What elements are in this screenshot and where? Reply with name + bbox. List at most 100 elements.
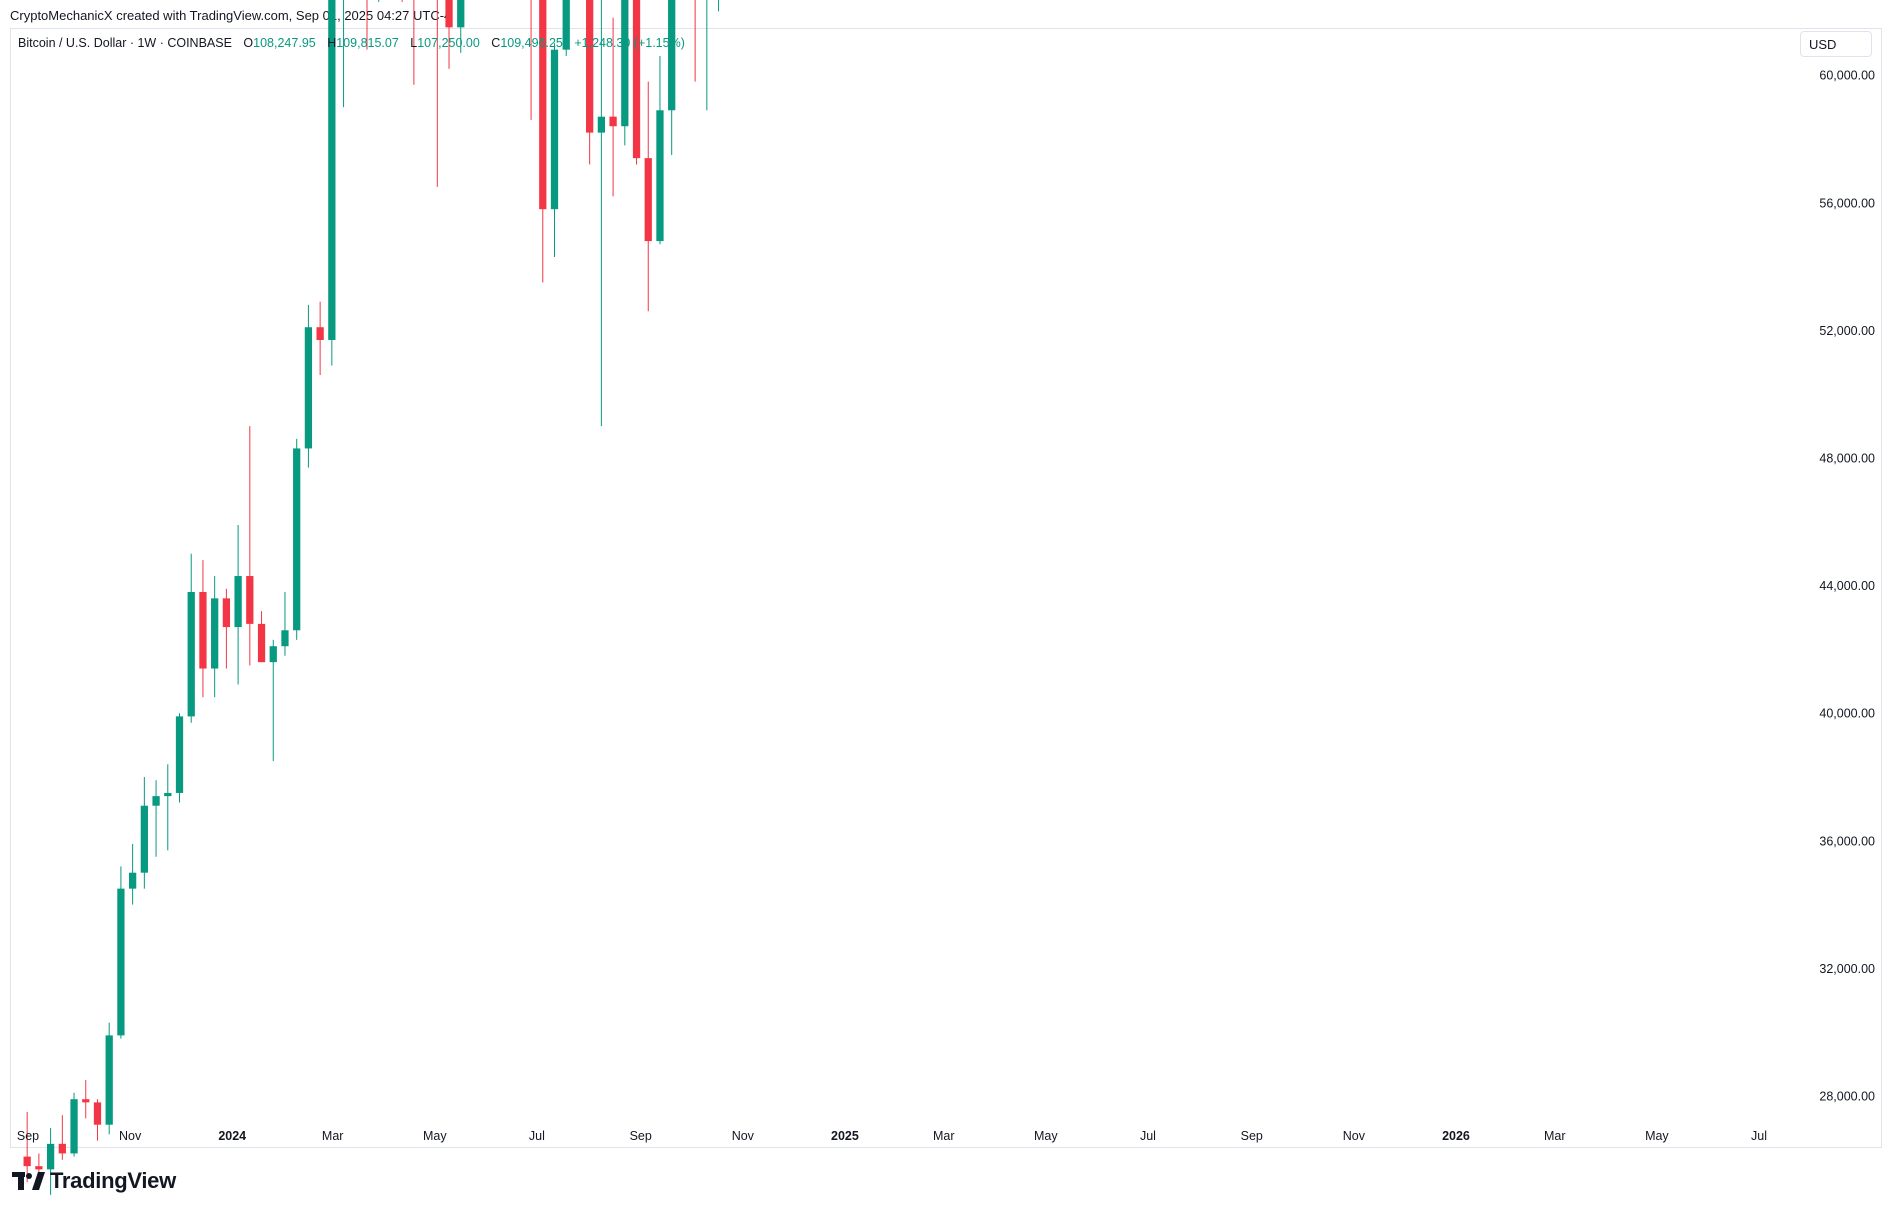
price-tick-label: 40,000.00 bbox=[1819, 707, 1875, 721]
currency-button[interactable]: USD bbox=[1800, 31, 1872, 57]
candle-body bbox=[281, 630, 289, 647]
candle bbox=[164, 764, 172, 851]
candle-body bbox=[304, 327, 313, 449]
candle-body bbox=[269, 646, 277, 663]
candle-body bbox=[117, 888, 125, 1036]
candle bbox=[436, 0, 438, 187]
time-tick-label: Nov bbox=[732, 1129, 755, 1143]
candle-body bbox=[293, 448, 301, 631]
time-tick-label: 2024 bbox=[218, 1129, 246, 1143]
tradingview-brand[interactable]: TradingView bbox=[12, 1168, 176, 1194]
candle bbox=[257, 611, 266, 663]
candle bbox=[621, 0, 629, 146]
candle bbox=[668, 0, 676, 155]
close-label: C bbox=[491, 36, 501, 50]
candle bbox=[343, 0, 345, 108]
candle-body bbox=[445, 0, 453, 28]
high-label: H bbox=[327, 36, 337, 50]
candle-body bbox=[457, 0, 465, 28]
time-tick-label: 2026 bbox=[1442, 1129, 1470, 1143]
candle-body bbox=[316, 327, 324, 340]
candle bbox=[23, 1111, 31, 1183]
low-value: 107,250.00 bbox=[417, 36, 480, 50]
time-tick-label: Mar bbox=[1544, 1129, 1566, 1143]
candle bbox=[550, 43, 559, 258]
candle-body bbox=[562, 0, 570, 50]
time-tick-label: 2025 bbox=[831, 1129, 859, 1143]
candle bbox=[222, 588, 231, 669]
candle bbox=[530, 0, 532, 120]
candle bbox=[187, 553, 195, 723]
candle-body bbox=[644, 158, 652, 242]
candle bbox=[128, 843, 137, 905]
candle bbox=[199, 560, 207, 698]
candle bbox=[140, 777, 148, 889]
candle bbox=[211, 576, 219, 698]
candle bbox=[632, 0, 641, 165]
candle bbox=[46, 1127, 55, 1195]
candle bbox=[246, 426, 254, 666]
time-tick-label: Mar bbox=[933, 1129, 955, 1143]
change-value: +1,248.30 (+1.15%) bbox=[574, 36, 685, 50]
candle-body bbox=[140, 805, 148, 873]
candle-body bbox=[632, 0, 641, 159]
candle bbox=[706, 0, 708, 111]
candle bbox=[175, 713, 184, 803]
open-label: O bbox=[243, 36, 254, 50]
candle-body bbox=[23, 1156, 31, 1167]
candle bbox=[234, 524, 242, 685]
candle-body bbox=[70, 1099, 78, 1154]
candle-body bbox=[222, 598, 231, 628]
candle-body bbox=[82, 1099, 90, 1103]
price-axis: 28,000.00 32,000.00 36,000.00 40,000.00 44,0… bbox=[1819, 69, 1875, 1104]
chart-attribution: CryptoMechanicX created with TradingView… bbox=[10, 8, 452, 23]
candle-body bbox=[586, 0, 594, 133]
symbol-legend: Bitcoin / U.S. Dollar · 1W · COINBASE O1… bbox=[18, 36, 685, 50]
price-tick-label: 44,000.00 bbox=[1819, 579, 1875, 593]
candle bbox=[609, 17, 617, 197]
time-tick-label: May bbox=[423, 1129, 447, 1143]
time-tick-label: Jul bbox=[529, 1129, 545, 1143]
candle-body bbox=[668, 0, 676, 111]
candle-body bbox=[105, 1035, 113, 1125]
time-tick-label: Sep bbox=[1241, 1129, 1263, 1143]
candle bbox=[718, 0, 720, 12]
time-tick-label: Mar bbox=[322, 1129, 344, 1143]
price-tick-label: 60,000.00 bbox=[1819, 69, 1875, 83]
candle bbox=[281, 591, 289, 656]
price-tick-label: 36,000.00 bbox=[1819, 834, 1875, 848]
candle bbox=[586, 0, 594, 165]
candle-layer bbox=[23, 0, 720, 1195]
candle-body bbox=[164, 792, 172, 797]
time-tick-label: May bbox=[1034, 1129, 1058, 1143]
candle bbox=[152, 780, 160, 857]
candle-body bbox=[199, 591, 207, 669]
candle bbox=[694, 0, 696, 82]
chart-frame bbox=[10, 28, 1882, 1148]
time-axis: Sep Nov 2024 Mar May Jul Sep Nov 2025 Mar May Jul Se… bbox=[17, 1129, 1767, 1143]
candle-body bbox=[621, 0, 629, 127]
time-tick-label: Nov bbox=[1343, 1129, 1366, 1143]
candle bbox=[82, 1080, 90, 1119]
candle bbox=[413, 0, 415, 85]
candle-body bbox=[58, 1143, 66, 1154]
candle bbox=[401, 0, 403, 2]
candle-body bbox=[234, 576, 242, 628]
candle bbox=[656, 56, 664, 245]
candle bbox=[70, 1092, 78, 1157]
candle-body bbox=[609, 116, 617, 127]
candle bbox=[562, 0, 570, 57]
candle bbox=[328, 0, 336, 366]
candle bbox=[378, 0, 380, 2]
candle-body bbox=[257, 623, 266, 663]
candle bbox=[93, 1099, 102, 1141]
time-tick-label: Sep bbox=[17, 1129, 39, 1143]
price-tick-label: 52,000.00 bbox=[1819, 324, 1875, 338]
high-value: 109,815.07 bbox=[336, 36, 399, 50]
candle bbox=[644, 81, 652, 312]
candle bbox=[597, 0, 606, 427]
time-tick-label: Jul bbox=[1751, 1129, 1767, 1143]
candle-body bbox=[93, 1102, 102, 1125]
open-value: 108,247.95 bbox=[253, 36, 316, 50]
